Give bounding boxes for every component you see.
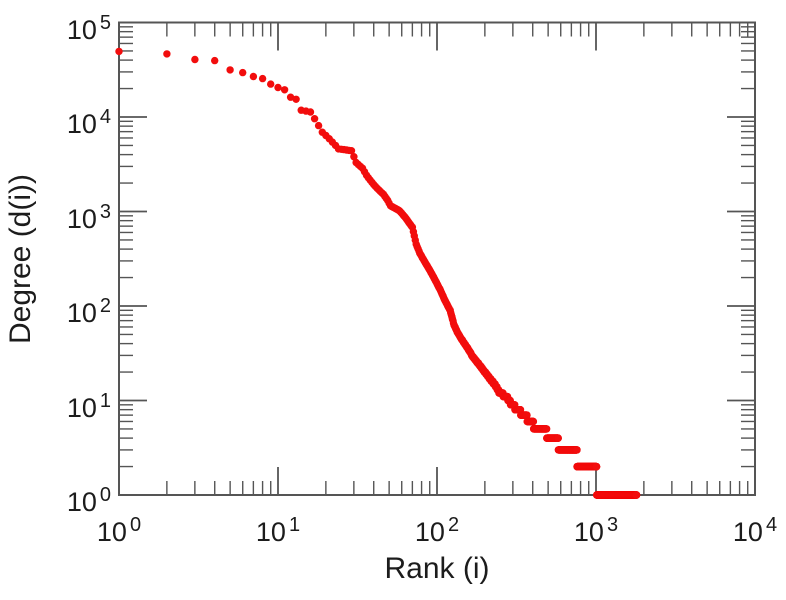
tick-label-exponent: 3 [99,201,111,223]
data-point [292,95,300,104]
y-tick-label-10e1: 10 1 [31,384,111,425]
data-point [115,47,123,56]
tick-label-exponent: 2 [447,514,460,536]
tick-label-exponent: 3 [606,514,619,536]
y-tick-label-10e5: 10 5 [31,6,111,47]
tick-label-base: 10 [414,517,445,547]
data-point [211,56,219,65]
plot-frame [118,21,756,496]
data-point [350,153,358,161]
data-point [258,74,267,83]
data-point [542,425,551,433]
tick-label-exponent: 1 [288,514,301,536]
tick-label-exponent: 4 [765,514,778,536]
data-point [573,446,581,454]
y-tick-label-10e3: 10 3 [31,195,111,236]
data-point [280,86,289,94]
data-point [554,434,562,442]
x-tick-label-10e2: 10 2 [389,508,485,549]
tick-label-base: 10 [96,517,127,547]
tick-label-base: 10 [66,204,97,234]
tick-label-base: 10 [255,517,286,547]
x-tick-label-10e4: 10 4 [707,508,786,549]
tick-label-base: 10 [66,393,97,423]
y-axis-title: Degree (d(i)) [4,173,37,345]
x-axis-title: Rank (i) [384,552,490,585]
data-point [592,462,601,471]
tick-label-exponent: 2 [99,295,111,317]
data-point [314,121,323,130]
data-point [226,66,234,74]
data-point [306,108,315,116]
data-point [274,83,282,92]
data-point [191,55,199,64]
tick-label-base: 10 [66,109,97,139]
data-point [310,115,319,123]
x-tick-label-10e1: 10 1 [230,508,326,549]
tick-label-base: 10 [66,298,97,328]
tick-label-exponent: 1 [99,390,111,412]
tick-label-base: 10 [66,15,97,45]
y-tick-label-10e0: 10 0 [31,478,111,519]
data-point [249,72,258,81]
x-tick-label-10e0: 10 0 [71,508,167,549]
y-tick-label-10e2: 10 2 [31,289,111,330]
tick-label-exponent: 4 [99,106,111,128]
data-point [239,68,247,77]
data-point [347,147,356,155]
x-tick-label-10e3: 10 3 [548,508,644,549]
tick-label-base: 10 [66,487,97,517]
tick-label-base: 10 [573,517,604,547]
tick-label-exponent: 5 [99,12,111,34]
data-point [163,50,171,58]
tick-label-exponent: 0 [99,484,111,506]
tick-label-exponent: 0 [129,514,142,536]
y-tick-label-10e4: 10 4 [31,100,111,141]
data-point [267,80,275,88]
scatter-series-degree-vs-rank [115,47,641,499]
data-point [529,417,538,426]
data-point [523,411,531,419]
tick-label-base: 10 [732,517,763,547]
data-point [632,491,641,499]
